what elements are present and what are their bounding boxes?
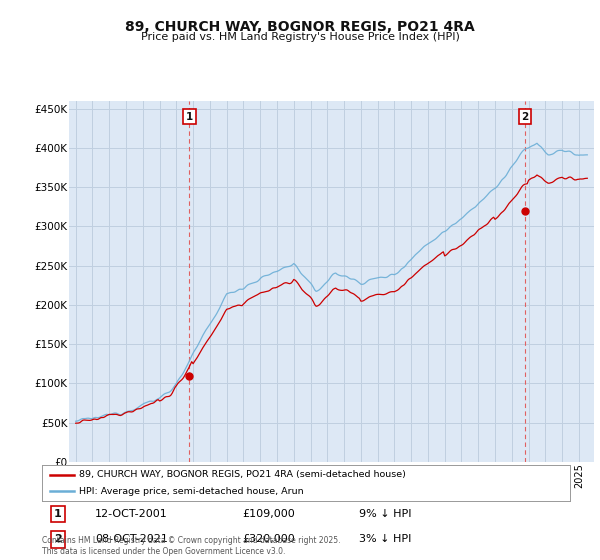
Text: 1: 1 <box>54 509 62 519</box>
Text: 2: 2 <box>521 111 529 122</box>
Text: £109,000: £109,000 <box>242 509 295 519</box>
Text: 2: 2 <box>54 534 62 544</box>
Text: 3% ↓ HPI: 3% ↓ HPI <box>359 534 411 544</box>
Text: 9% ↓ HPI: 9% ↓ HPI <box>359 509 412 519</box>
Text: 89, CHURCH WAY, BOGNOR REGIS, PO21 4RA: 89, CHURCH WAY, BOGNOR REGIS, PO21 4RA <box>125 20 475 34</box>
Text: 12-OCT-2001: 12-OCT-2001 <box>95 509 167 519</box>
Text: 08-OCT-2021: 08-OCT-2021 <box>95 534 167 544</box>
Text: 1: 1 <box>186 111 193 122</box>
Text: HPI: Average price, semi-detached house, Arun: HPI: Average price, semi-detached house,… <box>79 487 304 496</box>
Text: Price paid vs. HM Land Registry's House Price Index (HPI): Price paid vs. HM Land Registry's House … <box>140 32 460 43</box>
Text: Contains HM Land Registry data © Crown copyright and database right 2025.
This d: Contains HM Land Registry data © Crown c… <box>42 536 341 556</box>
Text: 89, CHURCH WAY, BOGNOR REGIS, PO21 4RA (semi-detached house): 89, CHURCH WAY, BOGNOR REGIS, PO21 4RA (… <box>79 470 406 479</box>
Text: £320,000: £320,000 <box>242 534 295 544</box>
